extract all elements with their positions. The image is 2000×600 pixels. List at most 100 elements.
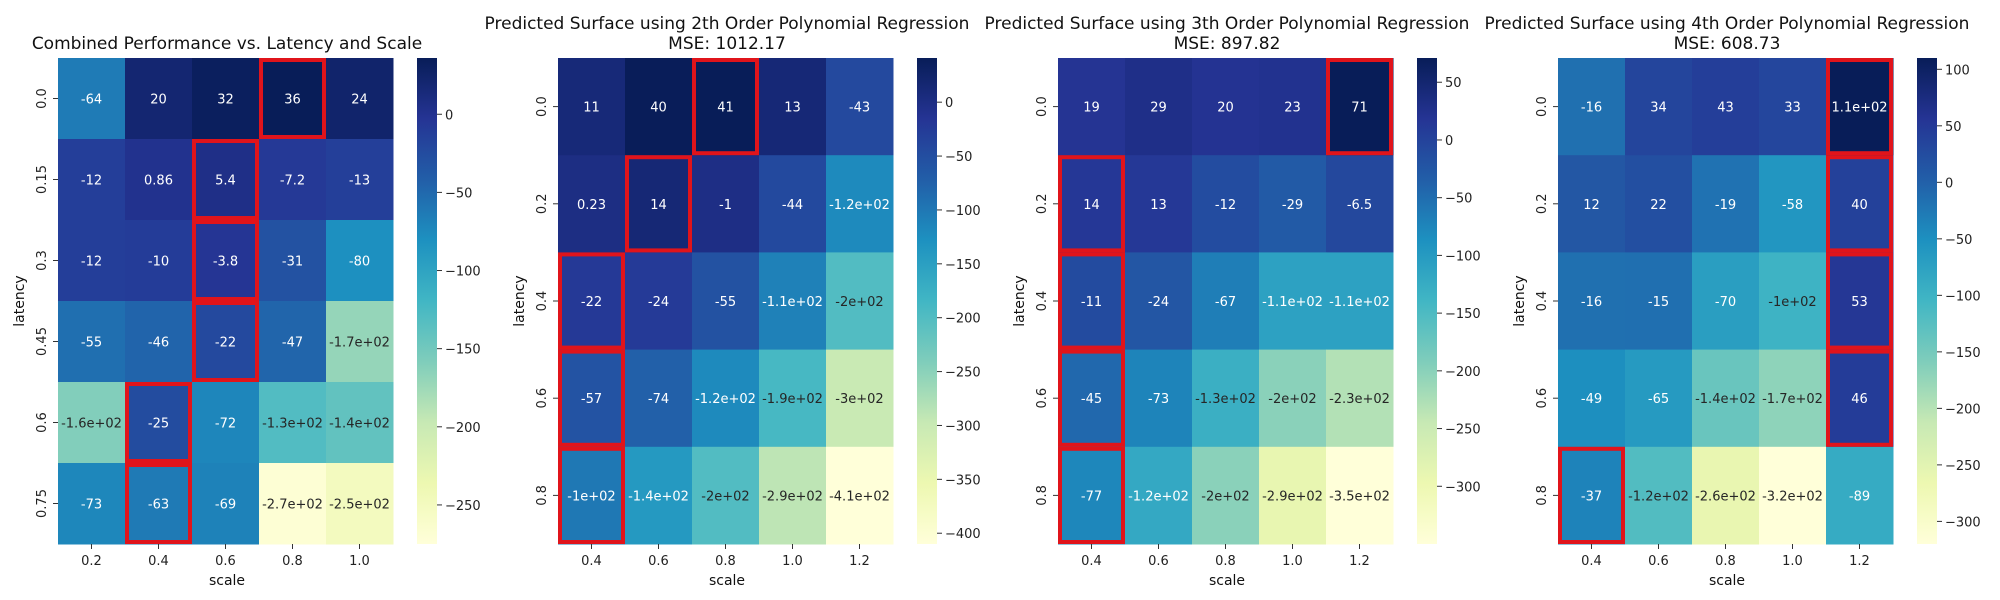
- colorbar-tick-label: −150: [945, 258, 981, 273]
- cell-value-label: 23: [1284, 101, 1301, 116]
- colorbar-tick-label: 50: [1945, 120, 1962, 135]
- heatmap-cell: [326, 58, 394, 140]
- heatmap-cell: [1692, 58, 1760, 156]
- x-axis-label: scale: [709, 573, 745, 589]
- heatmap-cell: [1259, 446, 1327, 545]
- highlight-box: [625, 155, 692, 253]
- colorbar-tick-label: −200: [1445, 365, 1481, 380]
- heatmap-cell: [125, 463, 193, 545]
- colorbar-tick-label: −250: [1945, 459, 1981, 474]
- colorbar-ticks: 100 50 0 −50 −100 −150 −200 −250 −300: [1937, 63, 1981, 530]
- cell-value-label: -24: [1148, 295, 1169, 310]
- y-tick-label: 0.6: [1535, 388, 1550, 409]
- x-tick-label: 0.4: [581, 554, 602, 569]
- x-tick-label: 0.8: [715, 554, 736, 569]
- highlight-box: [1826, 58, 1893, 156]
- cell-value-label: 29: [1150, 101, 1167, 116]
- cell-value-label: -1.1e+02: [1329, 295, 1390, 310]
- cell-value-label: -64: [81, 93, 102, 108]
- heatmap-cell: [1259, 349, 1327, 448]
- cell-value-label: -22: [581, 295, 602, 310]
- x-tick-labels: 0.4 0.6 0.8 1.0 1.2: [1581, 544, 1870, 569]
- heatmap-cell: [1125, 446, 1193, 545]
- cell-value-label: 5.4: [215, 174, 236, 189]
- cell-value-label: -6.5: [1347, 198, 1372, 213]
- cell-value-label: 36: [284, 93, 301, 108]
- cell-value-label: -80: [349, 255, 370, 270]
- cell-value-label: -2e+02: [835, 295, 883, 310]
- heatmap-cell: [1759, 252, 1827, 351]
- colorbar-tick-label: −300: [1445, 480, 1481, 495]
- cell-value-label: 71: [1351, 101, 1368, 116]
- cell-value-label: -2.7e+02: [262, 498, 323, 513]
- heatmap-cell: [326, 220, 394, 302]
- colorbar-tick-label: −300: [1945, 515, 1981, 530]
- cell-value-label: -72: [215, 417, 236, 432]
- heatmap-cell: [1625, 446, 1693, 545]
- heatmap-cell: [1558, 446, 1626, 545]
- cell-value-label: 14: [650, 198, 667, 213]
- heatmap-cell: [1625, 252, 1693, 351]
- cell-value-label: -1.2e+02: [1628, 489, 1689, 504]
- heatmap-cell: [1826, 155, 1894, 253]
- colorbar-tick-label: −50: [1945, 233, 1972, 248]
- cell-value-label: -2e+02: [701, 489, 749, 504]
- heatmap-cell: [259, 58, 327, 140]
- heatmap-cell: [1192, 252, 1260, 351]
- heatmap-cell: [58, 58, 126, 140]
- heatmap-cell: [125, 382, 193, 464]
- heatmap-cell: [259, 301, 327, 383]
- heatmap-cell: [1058, 349, 1126, 448]
- x-tick-labels: 0.4 0.6 0.8 1.0 1.2: [581, 544, 870, 569]
- heatmap-cell: [759, 446, 827, 545]
- highlight-box: [1058, 155, 1125, 253]
- cell-value-label: -31: [282, 255, 303, 270]
- colorbar-tick-label: 0: [445, 108, 453, 123]
- cell-value-label: -13: [349, 174, 370, 189]
- cell-value-label: -1e+02: [567, 489, 615, 504]
- cell-value-label: -1.1e+02: [762, 295, 823, 310]
- cell-value-label: -12: [81, 174, 102, 189]
- y-axis-label: latency: [12, 275, 28, 326]
- cell-value-label: -73: [81, 498, 102, 513]
- cell-value-label: 32: [217, 93, 234, 108]
- y-tick-label: 0.0: [35, 88, 50, 109]
- cell-value-label: -2.5e+02: [329, 498, 390, 513]
- cell-value-label: -4.1e+02: [829, 489, 890, 504]
- heatmap-cell: [759, 252, 827, 351]
- colorbar-tick-label: −50: [1445, 192, 1472, 207]
- cell-value-label: -49: [1581, 392, 1602, 407]
- cell-value-label: -1.7e+02: [1762, 392, 1823, 407]
- y-tick-label: 0.4: [535, 291, 550, 312]
- cell-value-label: -1.2e+02: [829, 198, 890, 213]
- heatmap-cell: [692, 58, 760, 156]
- heatmap-cells: 19 29 20 23 71 14 13 -12 -29 -6.5 -11 -24 -67 -1.1e+0…: [1058, 58, 1394, 545]
- heatmap-cell: [326, 463, 394, 545]
- heatmap-cell: [192, 220, 260, 302]
- colorbar-tick-label: −350: [945, 473, 981, 488]
- y-tick-label: 0.2: [1035, 193, 1050, 214]
- colorbar: [1917, 58, 1937, 544]
- heatmap-cells: 11 40 41 13 -43 0.23 14 -1 -44 -1.2e+02 -22 -24 -55 -…: [558, 58, 894, 545]
- cell-value-label: 46: [1851, 392, 1868, 407]
- cell-value-label: -19: [1715, 198, 1736, 213]
- heatmap-cell: [558, 446, 626, 545]
- cell-value-label: -7.2: [280, 174, 305, 189]
- cell-value-label: 22: [1650, 198, 1667, 213]
- heatmap-cell: [826, 349, 894, 448]
- cell-value-label: -46: [148, 336, 169, 351]
- cell-value-label: 53: [1851, 295, 1868, 310]
- colorbar-tick-label: −100: [945, 204, 981, 219]
- x-tick-label: 0.4: [1581, 554, 1602, 569]
- heatmap-cell: [125, 139, 193, 221]
- heatmap-cell: [192, 382, 260, 464]
- heatmap-cell: [759, 155, 827, 253]
- cell-value-label: -63: [148, 498, 169, 513]
- heatmap-cell: [326, 382, 394, 464]
- cell-value-label: -1.1e+02: [1262, 295, 1323, 310]
- x-tick-label: 1.0: [1782, 554, 1803, 569]
- colorbar-tick-label: −200: [445, 421, 481, 436]
- cell-value-label: -57: [581, 392, 602, 407]
- heatmap-cell: [1326, 155, 1394, 253]
- heatmap-cell: [759, 349, 827, 448]
